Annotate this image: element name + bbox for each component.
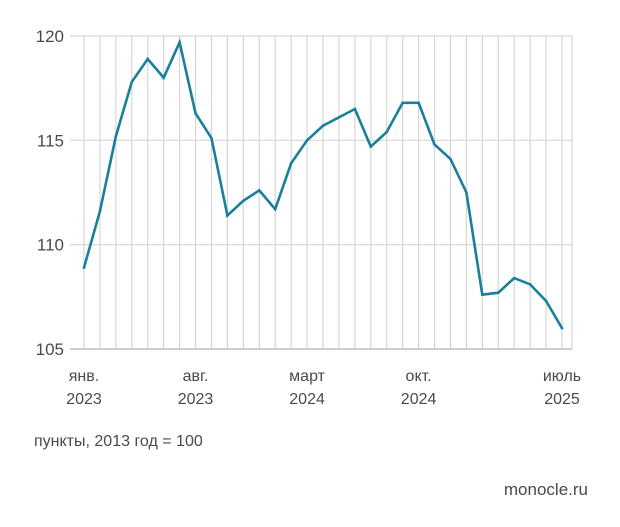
x-tick-label-month: авг. <box>183 368 209 385</box>
data-point <box>273 207 277 211</box>
x-tick-label-month: янв. <box>69 368 99 385</box>
data-point <box>226 214 229 217</box>
data-point <box>321 124 325 128</box>
data-point <box>544 299 548 303</box>
unit-note: пункты, 2013 год = 100 <box>34 433 203 450</box>
data-point <box>449 157 452 161</box>
data-point <box>528 283 532 286</box>
data-point <box>98 209 102 213</box>
y-tick-label: 115 <box>37 131 64 150</box>
data-point <box>130 80 134 84</box>
data-point <box>417 101 420 105</box>
x-tick-label-month: окт. <box>406 368 432 385</box>
data-point <box>560 326 564 330</box>
y-tick-label: 120 <box>36 27 64 46</box>
data-point <box>178 40 181 44</box>
line-chart: 105 110 115 120 янв. 2023 авг. 2023 март 2024 окт… <box>36 27 582 408</box>
data-point <box>162 76 165 80</box>
data-point <box>194 111 197 115</box>
data-point <box>146 57 150 61</box>
x-tick-label-year: 2023 <box>66 391 102 408</box>
x-tick-label-year: 2024 <box>289 391 325 408</box>
data-point <box>465 191 468 194</box>
data-point <box>242 199 245 203</box>
data-point <box>114 134 118 138</box>
y-tick-label: 105 <box>36 340 64 359</box>
x-tick-label-month: июль <box>543 368 581 385</box>
data-point <box>481 293 484 297</box>
data-point <box>433 143 436 146</box>
brand-logo-text: monocle.ru <box>503 480 588 499</box>
x-axis: янв. 2023 авг. 2023 март 2024 окт. 2024 июль 2025 <box>66 368 581 408</box>
data-point <box>82 266 86 269</box>
data-point <box>369 145 373 148</box>
x-tick-label-year: 2024 <box>401 391 437 408</box>
y-axis: 105 110 115 120 <box>36 27 64 359</box>
data-point <box>337 116 341 119</box>
data-point <box>257 189 261 192</box>
data-point <box>401 101 404 105</box>
data-point <box>496 291 500 294</box>
data-point <box>305 139 309 142</box>
y-tick-label: 110 <box>37 236 64 255</box>
chart-grid <box>70 35 573 350</box>
data-point <box>353 107 357 111</box>
x-tick-label-year: 2023 <box>178 391 214 408</box>
series-line-group <box>82 38 564 330</box>
x-tick-label-year: 2025 <box>544 391 580 408</box>
data-point <box>289 161 293 165</box>
data-point <box>210 136 213 140</box>
data-point <box>512 276 516 280</box>
x-tick-label-month: март <box>289 368 325 385</box>
data-point <box>385 130 389 134</box>
